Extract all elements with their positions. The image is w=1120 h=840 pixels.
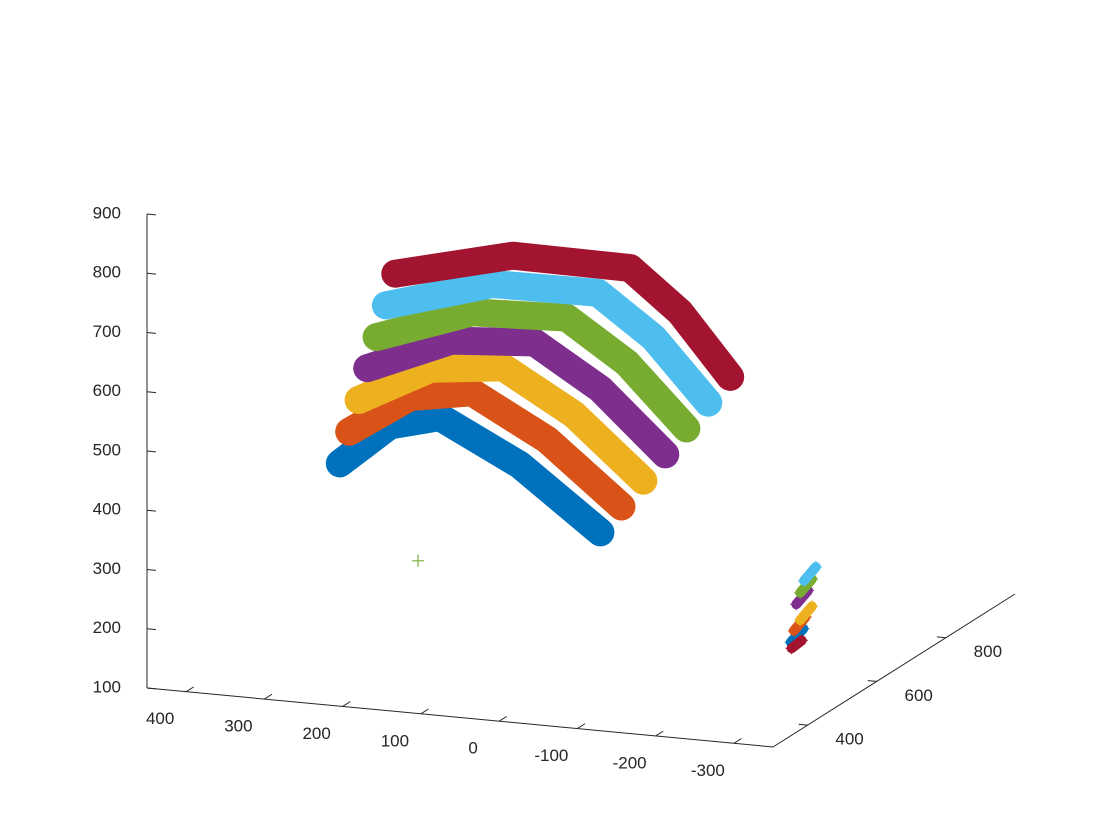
y-tick: [798, 723, 808, 726]
point-marker: [620, 357, 633, 370]
point-marker: [809, 561, 822, 574]
point-marker: [528, 336, 541, 349]
point-marker: [805, 600, 818, 613]
z-tick: [146, 332, 157, 334]
y-tick-label: 600: [905, 686, 933, 705]
z-tick: [146, 213, 157, 216]
point-marker: [785, 642, 798, 655]
x-tick: [420, 708, 429, 715]
point-marker: [659, 448, 672, 461]
z-tick: [146, 391, 157, 394]
x-tick: [577, 723, 586, 729]
x-tick: [185, 686, 194, 693]
y-tick-label: 400: [835, 730, 863, 749]
point-marker: [594, 382, 607, 395]
x-tick: [342, 701, 351, 707]
point-marker: [624, 261, 637, 274]
x-tick-label: -200: [613, 753, 647, 772]
z-tick-label: 600: [93, 381, 121, 400]
y-axis: [772, 593, 1016, 748]
point-marker: [445, 334, 458, 347]
point-marker: [594, 526, 607, 539]
point-marker: [343, 425, 356, 438]
point-marker: [541, 433, 554, 446]
z-tick-label: 800: [93, 263, 121, 282]
point-marker: [798, 574, 811, 587]
z-tick-label: 900: [93, 203, 121, 222]
point-marker: [794, 586, 807, 599]
y-tick-label: 800: [974, 642, 1002, 661]
point-marker: [787, 624, 800, 637]
x-axis: [146, 687, 774, 748]
x-tick: [498, 715, 507, 722]
x-tick-label: -300: [691, 761, 725, 780]
point-band: [785, 623, 809, 648]
point-marker: [794, 614, 807, 627]
z-tick-label: 500: [93, 440, 121, 459]
point-marker: [486, 278, 499, 291]
point-marker: [790, 598, 803, 611]
x-tick: [264, 693, 273, 700]
y-tick: [936, 636, 946, 639]
point-marker: [497, 361, 510, 374]
point-marker: [674, 306, 687, 319]
point-marker: [333, 457, 346, 470]
point-marker: [433, 411, 446, 424]
x-tick: [655, 730, 664, 737]
point-marker: [795, 634, 808, 647]
z-tick: [146, 272, 157, 275]
point-marker: [513, 458, 526, 471]
y-tick: [867, 680, 877, 682]
point-marker: [702, 396, 715, 409]
point-marker: [560, 311, 573, 324]
point-band: [786, 635, 807, 654]
point-marker: [680, 422, 693, 435]
x-tick-label: 400: [146, 709, 174, 728]
point-marker: [592, 286, 605, 299]
x-tick-label: 100: [381, 731, 409, 750]
x-tick-label: 200: [302, 724, 330, 743]
z-tick-label: 400: [93, 500, 121, 519]
x-tick-label: 0: [468, 739, 477, 758]
point-marker: [637, 474, 650, 487]
point-marker: [379, 299, 392, 312]
x-tick-label: 300: [224, 717, 252, 736]
z-tick: [146, 687, 157, 690]
point-marker: [615, 500, 628, 513]
z-tick: [146, 628, 157, 631]
point-marker: [466, 306, 479, 319]
point-marker: [506, 249, 519, 262]
z-tick: [146, 569, 157, 571]
point-marker: [567, 408, 580, 421]
point-marker: [352, 393, 365, 406]
z-tick-label: 300: [93, 559, 121, 578]
point-marker: [466, 386, 479, 399]
point-band: [799, 562, 821, 586]
z-tick-label: 200: [93, 618, 121, 637]
x-tick-label: -100: [534, 746, 568, 765]
point-marker: [370, 331, 383, 344]
point-marker: [361, 362, 374, 375]
point-marker: [724, 370, 737, 383]
point-marker: [424, 362, 437, 375]
z-tick: [146, 450, 157, 453]
z-tick-label: 100: [93, 677, 121, 696]
point-marker: [647, 331, 660, 344]
point-marker: [404, 391, 417, 404]
z-tick-label: 700: [93, 322, 121, 341]
point-marker: [389, 267, 402, 280]
point-marker: [412, 554, 425, 567]
point-band: [795, 601, 817, 626]
x-tick: [733, 738, 742, 744]
z-tick: [146, 509, 157, 512]
